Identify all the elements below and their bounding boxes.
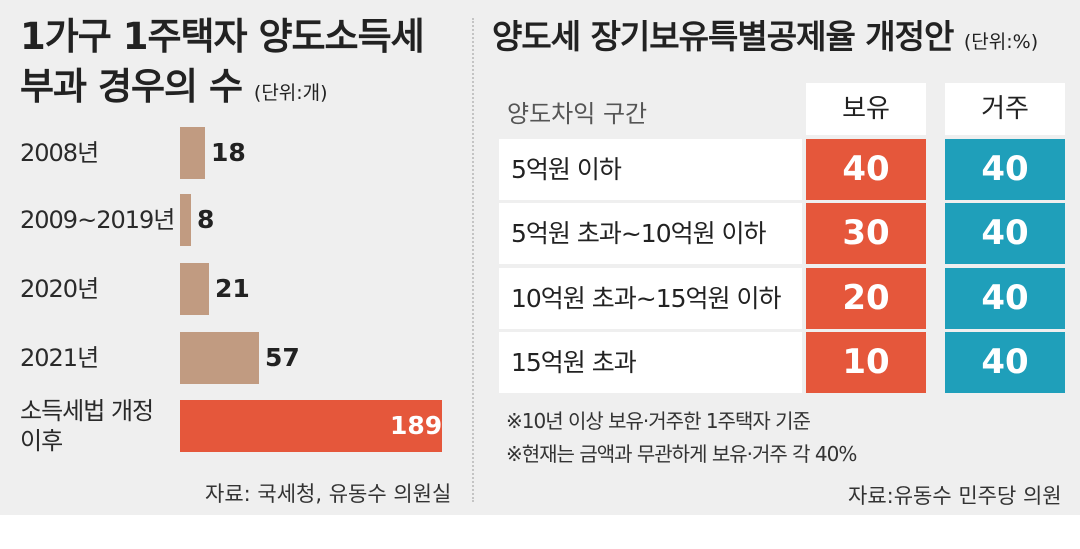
row-label: 5억원 이하 bbox=[499, 139, 802, 200]
bar-value-label: 57 bbox=[265, 343, 300, 372]
residence-rate-cell: 40 bbox=[945, 139, 1065, 200]
bar-value-label: 8 bbox=[197, 205, 215, 234]
table-header-label: 양도차익 구간 bbox=[507, 100, 648, 128]
divider bbox=[472, 18, 474, 502]
bar-value-label: 189 bbox=[390, 411, 443, 440]
column-header-residence: 거주 bbox=[945, 83, 1065, 135]
right-title-text: 양도세 장기보유특별공제율 개정안 bbox=[492, 17, 954, 56]
bar bbox=[180, 332, 259, 384]
right-table-title: 양도세 장기보유특별공제율 개정안 (단위:%) bbox=[492, 12, 1038, 67]
left-title-line2-text: 부과 경우의 수 bbox=[20, 65, 243, 108]
column-header-holding: 보유 bbox=[806, 83, 926, 135]
category-label: 2021년 bbox=[20, 344, 99, 372]
category-label: 2008년 bbox=[20, 139, 99, 167]
right-table-unit: (단위:%) bbox=[963, 31, 1039, 53]
bar bbox=[180, 400, 442, 452]
category-label: 2020년 bbox=[20, 275, 99, 303]
left-title-line1: 1가구 1주택자 양도소득세 bbox=[20, 15, 425, 58]
bar-value-label: 21 bbox=[215, 274, 250, 303]
category-label: 2009~2019년 bbox=[20, 206, 175, 234]
table-note-2: ※현재는 금액과 무관하게 보유·거주 각 40% bbox=[506, 442, 857, 466]
left-title-line2: 부과 경우의 수 (단위:개) bbox=[20, 62, 424, 118]
holding-rate-cell: 10 bbox=[806, 332, 926, 393]
row-label: 5억원 초과~10억원 이하 bbox=[499, 203, 802, 264]
holding-rate-cell: 30 bbox=[806, 203, 926, 264]
bar bbox=[180, 263, 209, 315]
left-chart-unit: (단위:개) bbox=[253, 82, 328, 104]
row-label: 10억원 초과~15억원 이하 bbox=[499, 268, 802, 329]
bar-value-label: 18 bbox=[211, 138, 246, 167]
table-note-1: ※10년 이상 보유·거주한 1주택자 기준 bbox=[506, 409, 811, 433]
holding-rate-cell: 20 bbox=[806, 268, 926, 329]
right-table-source: 자료:유동수 민주당 의원 bbox=[848, 484, 1062, 508]
holding-rate-cell: 40 bbox=[806, 139, 926, 200]
residence-rate-cell: 40 bbox=[945, 268, 1065, 329]
category-label: 소득세법 개정 이후 bbox=[20, 397, 154, 455]
row-label: 15억원 초과 bbox=[499, 332, 802, 393]
bar bbox=[180, 194, 191, 246]
left-chart-title: 1가구 1주택자 양도소득세 부과 경우의 수 (단위:개) bbox=[20, 12, 425, 118]
bar bbox=[180, 127, 205, 179]
left-chart-source: 자료: 국세청, 유동수 의원실 bbox=[205, 482, 452, 506]
residence-rate-cell: 40 bbox=[945, 332, 1065, 393]
residence-rate-cell: 40 bbox=[945, 203, 1065, 264]
